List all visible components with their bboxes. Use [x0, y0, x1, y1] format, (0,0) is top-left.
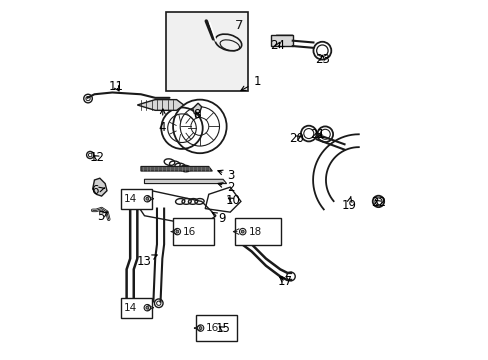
Text: 2: 2: [218, 181, 234, 194]
Text: 15: 15: [215, 323, 230, 336]
Text: 16: 16: [183, 226, 196, 237]
Bar: [121, 298, 151, 318]
Text: 1: 1: [241, 75, 260, 91]
Text: 19: 19: [341, 197, 356, 212]
Text: 5: 5: [97, 210, 107, 223]
Polygon shape: [137, 100, 183, 111]
Circle shape: [176, 230, 179, 233]
Text: 16: 16: [206, 323, 219, 333]
Text: 3: 3: [218, 169, 234, 182]
Text: 10: 10: [225, 194, 240, 207]
Text: 24: 24: [270, 39, 285, 52]
Polygon shape: [141, 166, 212, 171]
Text: 14: 14: [124, 303, 137, 313]
Polygon shape: [272, 35, 292, 44]
Text: 9: 9: [212, 212, 225, 225]
Bar: [121, 189, 151, 208]
Text: 21: 21: [309, 129, 325, 141]
Bar: [165, 12, 247, 91]
Text: 14: 14: [124, 194, 137, 204]
Text: 20: 20: [288, 132, 303, 145]
Polygon shape: [192, 103, 201, 114]
Polygon shape: [93, 178, 107, 196]
Text: 18: 18: [248, 226, 261, 237]
Text: 23: 23: [314, 53, 329, 66]
Text: 13: 13: [136, 255, 157, 268]
Bar: [271, 35, 292, 46]
Circle shape: [145, 197, 148, 200]
Text: 7: 7: [235, 18, 244, 32]
Polygon shape: [144, 179, 226, 184]
Circle shape: [199, 327, 202, 329]
Text: 17: 17: [278, 275, 292, 288]
Text: 8: 8: [193, 108, 201, 121]
Circle shape: [241, 230, 244, 233]
Text: 4: 4: [158, 109, 166, 134]
Text: 11: 11: [108, 80, 123, 93]
Text: 12: 12: [90, 151, 104, 165]
Bar: [196, 315, 237, 342]
Text: 22: 22: [370, 195, 385, 209]
Text: 6: 6: [91, 184, 104, 197]
Bar: [234, 218, 281, 245]
Circle shape: [145, 306, 148, 309]
Bar: [173, 218, 214, 245]
